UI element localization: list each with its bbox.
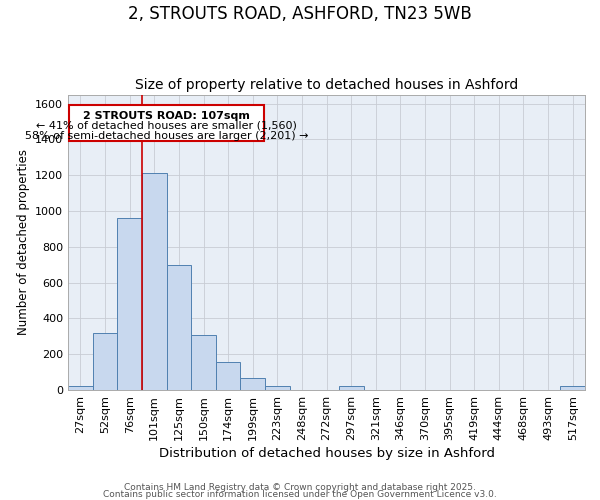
Bar — [265, 386, 290, 390]
Text: ← 41% of detached houses are smaller (1,560): ← 41% of detached houses are smaller (1,… — [36, 121, 297, 131]
Bar — [142, 174, 167, 390]
Text: 2 STROUTS ROAD: 107sqm: 2 STROUTS ROAD: 107sqm — [83, 110, 250, 120]
Bar — [167, 264, 191, 390]
Title: Size of property relative to detached houses in Ashford: Size of property relative to detached ho… — [135, 78, 518, 92]
Bar — [216, 362, 241, 390]
Bar — [68, 386, 93, 390]
Bar — [93, 333, 118, 390]
Bar — [118, 218, 142, 390]
Bar — [560, 386, 585, 390]
Bar — [70, 106, 264, 141]
X-axis label: Distribution of detached houses by size in Ashford: Distribution of detached houses by size … — [158, 447, 494, 460]
Bar — [339, 386, 364, 390]
Text: Contains public sector information licensed under the Open Government Licence v3: Contains public sector information licen… — [103, 490, 497, 499]
Text: 58% of semi-detached houses are larger (2,201) →: 58% of semi-detached houses are larger (… — [25, 131, 308, 141]
Bar — [241, 378, 265, 390]
Text: Contains HM Land Registry data © Crown copyright and database right 2025.: Contains HM Land Registry data © Crown c… — [124, 484, 476, 492]
Y-axis label: Number of detached properties: Number of detached properties — [17, 150, 29, 336]
Text: 2, STROUTS ROAD, ASHFORD, TN23 5WB: 2, STROUTS ROAD, ASHFORD, TN23 5WB — [128, 5, 472, 23]
Bar — [191, 334, 216, 390]
